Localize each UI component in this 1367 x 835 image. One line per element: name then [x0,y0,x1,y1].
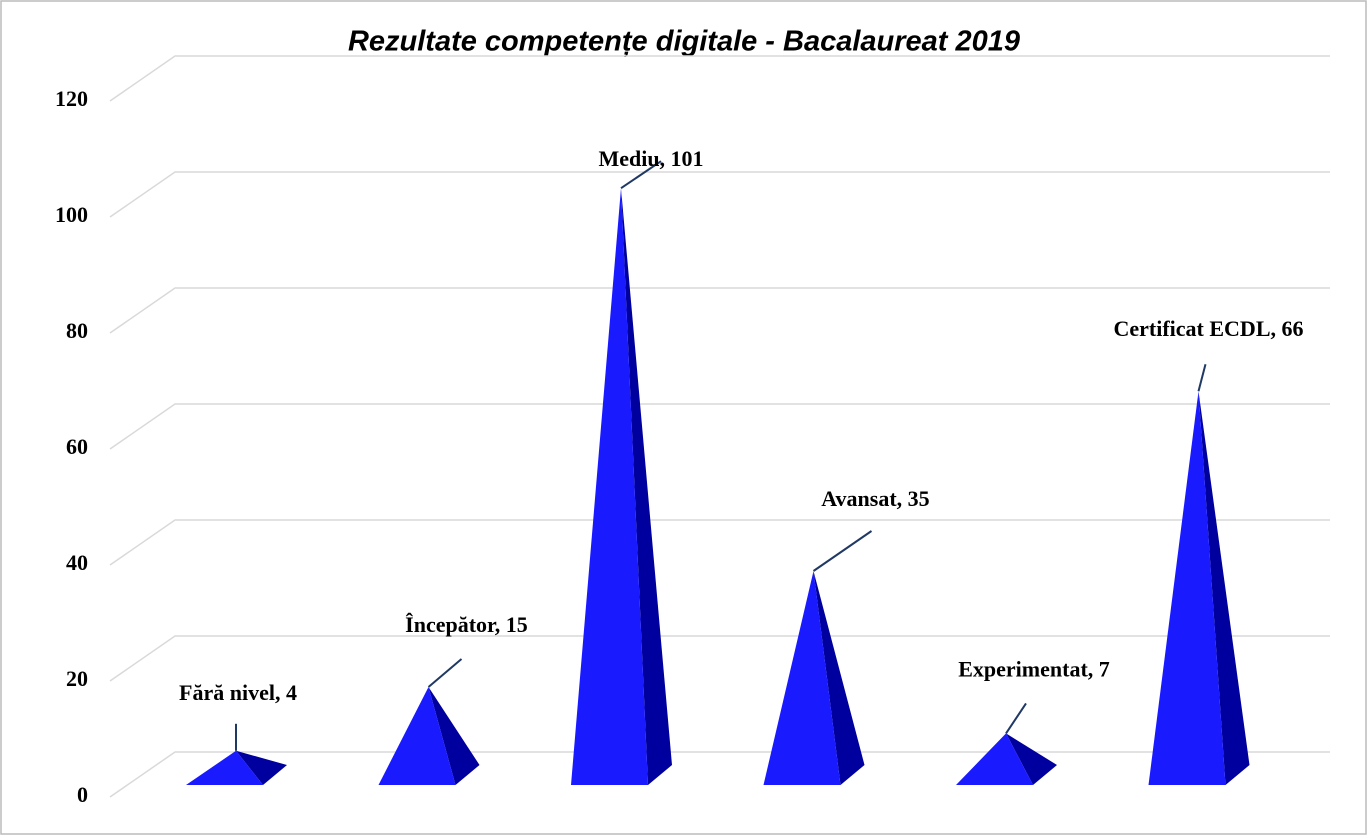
pyramid [1148,391,1226,785]
data-label: Începător, 15 [405,612,528,637]
chart-title: Rezultate competențe digitale - Bacalaur… [348,26,1020,58]
pyramid-side [428,687,480,785]
y-tick-label: 80 [66,318,88,343]
grid-line [109,751,1330,798]
leader-line [427,658,463,688]
y-tick-label: 100 [55,202,88,227]
data-label: Avansat, 35 [821,486,929,511]
y-tick-label: 20 [66,666,88,691]
pyramid-side [813,571,865,785]
leader-line [620,160,662,190]
y-tick-label: 60 [66,434,88,459]
leader-line [1005,702,1027,734]
data-label: Experimentat, 7 [958,656,1110,681]
y-tick-label: 120 [55,86,88,111]
pyramid [378,687,456,785]
data-label: Certificat ECDL, 66 [1113,316,1303,341]
grid-line [109,171,1330,218]
pyramid [571,188,648,785]
grid-line [109,635,1330,682]
data-label: Mediu, 101 [598,146,703,171]
pyramid-side [1198,391,1250,785]
pyramid-side [236,750,287,785]
pyramid [956,733,1033,785]
y-tick-label: 0 [77,782,88,807]
leader-line [812,530,873,572]
pyramid [186,750,263,785]
grid-line [109,403,1330,450]
grid-line [109,287,1330,334]
data-label: Fără nivel, 4 [179,680,297,705]
pyramid [763,571,841,785]
pyramid-side [621,188,672,785]
pyramid-side [1006,733,1057,785]
grid-line [109,55,1330,102]
grid-line [109,519,1330,566]
leader-line [1197,363,1207,392]
y-tick-label: 40 [66,550,88,575]
